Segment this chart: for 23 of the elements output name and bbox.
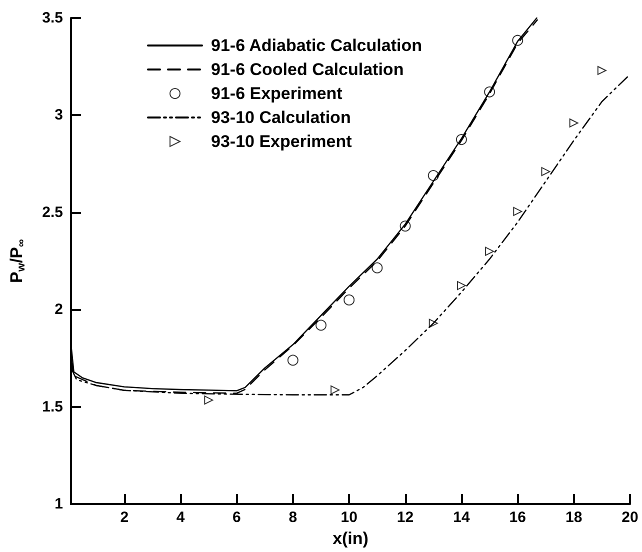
x-tick-label: 4 [176,509,186,526]
legend-label: 91-6 Cooled Calculation [211,60,404,79]
y-tick-label: 2 [54,301,63,318]
legend-label: 93-10 Calculation [211,108,351,127]
y-tick-label: 1.5 [42,398,63,416]
x-tick-label: 16 [509,509,526,526]
x-tick-label: 8 [288,509,298,526]
x-tick-label: 6 [232,509,241,526]
x-tick-label: 20 [622,509,638,526]
x-tick-label: 2 [120,509,129,526]
x-tick-label: 14 [453,509,470,526]
y-tick-label: 1 [54,496,63,513]
legend-label: 91-6 Experiment [211,84,343,103]
x-tick-label: 10 [340,509,358,526]
x-axis-title: x(in) [332,529,368,548]
x-tick-label: 18 [565,509,582,526]
y-tick-label: 3 [54,106,63,124]
y-tick-label: 2.5 [42,204,63,221]
y-tick-label: 3.5 [42,10,63,26]
legend-label: 93-10 Experiment [211,132,352,151]
y-axis-title: Pw/P∞ [7,238,28,283]
legend-label: 91-6 Adiabatic Calculation [211,36,422,55]
x-tick-label: 12 [396,509,414,526]
